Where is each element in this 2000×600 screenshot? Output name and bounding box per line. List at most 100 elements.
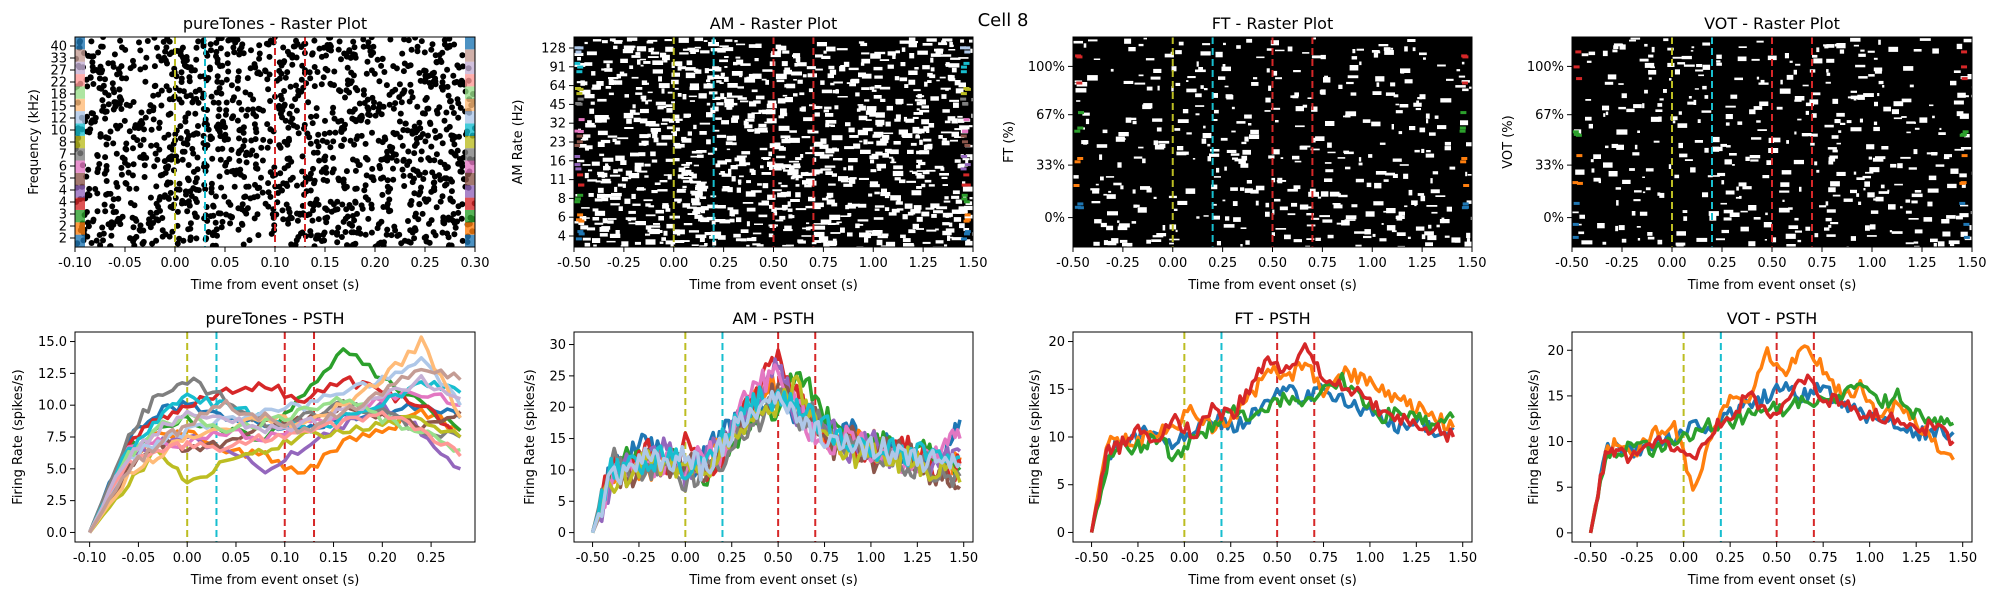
- raster-gap: [1265, 211, 1270, 217]
- raster-gap: [1836, 171, 1846, 176]
- raster-gap: [673, 114, 680, 119]
- raster-gap: [754, 58, 759, 62]
- raster-gap: [884, 152, 888, 155]
- raster-gap: [1897, 163, 1903, 169]
- raster-gap: [1869, 224, 1876, 230]
- spike-dot: [405, 37, 412, 44]
- raster-gap: [578, 144, 587, 148]
- raster-gap: [1404, 46, 1408, 52]
- raster-gap: [681, 163, 690, 166]
- raster-gap: [822, 197, 829, 201]
- raster-gap: [1826, 209, 1836, 213]
- raster-gap: [1212, 215, 1220, 220]
- condition-mark-left: [577, 213, 584, 217]
- spike-dot: [421, 49, 428, 56]
- raster-gap: [970, 156, 973, 161]
- raster-gap: [729, 212, 734, 217]
- raster-gap: [1386, 225, 1396, 231]
- spike-dot: [195, 123, 201, 129]
- spike-dot: [117, 37, 124, 44]
- spike-dot: [334, 229, 341, 236]
- spike-dot: [87, 74, 94, 81]
- raster-gap: [1780, 182, 1790, 187]
- spike-dot: [307, 140, 314, 147]
- spike-dot: [299, 168, 306, 175]
- y-tick-label-0-6: 6: [59, 160, 67, 175]
- raster-gap: [715, 48, 723, 51]
- raster-gap: [582, 237, 591, 241]
- raster-gap: [824, 154, 834, 157]
- condition-color-right-9: [465, 123, 475, 136]
- raster-gap: [629, 65, 634, 69]
- raster-gap: [1325, 169, 1334, 173]
- raster-gap: [1428, 224, 1432, 229]
- spike-dot: [123, 146, 130, 153]
- raster-gap: [740, 229, 749, 233]
- panel-title-5: AM - PSTH: [732, 309, 814, 328]
- raster-gap: [602, 157, 614, 162]
- spike-dot: [387, 207, 394, 214]
- y-tick-label-1-4: 16: [549, 154, 566, 169]
- spike-dot: [213, 89, 220, 96]
- spike-dot: [141, 126, 147, 133]
- raster-gap: [584, 94, 595, 99]
- raster-gap: [1277, 177, 1283, 184]
- raster-gap: [648, 205, 655, 208]
- raster-gap: [911, 190, 922, 196]
- spike-dot: [177, 135, 184, 142]
- spike-dot: [218, 79, 225, 86]
- raster-gap: [1905, 242, 1914, 245]
- raster-gap: [661, 135, 673, 140]
- spike-dot: [183, 128, 190, 135]
- y-tick-label-7-2: 10: [1547, 435, 1564, 450]
- raster-gap: [895, 201, 903, 205]
- spike-dot: [306, 175, 313, 182]
- raster-gap: [1182, 109, 1189, 114]
- spike-dot: [314, 69, 321, 75]
- spike-dot: [295, 87, 302, 94]
- raster-gap: [1395, 110, 1403, 114]
- raster-gap: [1663, 38, 1669, 42]
- spike-dot: [351, 141, 358, 148]
- raster-gap: [1158, 140, 1170, 144]
- condition-mark-right: [961, 193, 968, 197]
- raster-gap: [848, 158, 858, 163]
- raster-gap: [1175, 82, 1181, 86]
- raster-gap: [1937, 241, 1945, 247]
- x-tick-label-7-5: 0.75: [1809, 551, 1838, 566]
- spike-dot: [107, 128, 114, 135]
- raster-gap: [1756, 76, 1760, 80]
- condition-mark-right: [1963, 222, 1970, 226]
- raster-gap: [926, 38, 937, 42]
- raster-gap: [942, 184, 948, 186]
- raster-gap: [919, 139, 923, 145]
- raster-gap: [1889, 230, 1893, 233]
- spike-dot: [160, 38, 167, 45]
- condition-color-left-9: [75, 123, 85, 136]
- condition-color-left-6: [75, 160, 85, 173]
- raster-gap: [1421, 234, 1426, 240]
- raster-gap: [1268, 155, 1275, 159]
- raster-gap: [1735, 196, 1741, 199]
- raster-gap: [592, 238, 601, 243]
- raster-panel-0: -0.10 -0.05 0.00 0.05 0.10 0.15 0.20 0.25 0.3022…: [27, 14, 489, 293]
- spike-dot: [330, 104, 337, 111]
- raster-gap: [1156, 233, 1167, 237]
- raster-gap: [689, 86, 700, 91]
- raster-gap: [1271, 232, 1275, 236]
- spike-dot: [237, 166, 244, 173]
- raster-gap: [672, 229, 680, 235]
- raster-gap: [1306, 238, 1315, 240]
- raster-gap: [1941, 219, 1950, 224]
- spike-dot: [405, 218, 411, 224]
- x-tick-label-5-0: -0.50: [576, 551, 610, 566]
- raster-gap: [727, 83, 738, 88]
- raster-gap: [958, 82, 966, 88]
- raster-gap: [691, 192, 696, 196]
- raster-gap: [608, 77, 619, 80]
- raster-gap: [1629, 39, 1636, 42]
- y-tick-label-0-16: 40: [50, 40, 67, 55]
- raster-gap: [682, 188, 687, 191]
- y-axis-label-3: VOT (%): [1501, 115, 1516, 168]
- spike-dot: [314, 232, 321, 239]
